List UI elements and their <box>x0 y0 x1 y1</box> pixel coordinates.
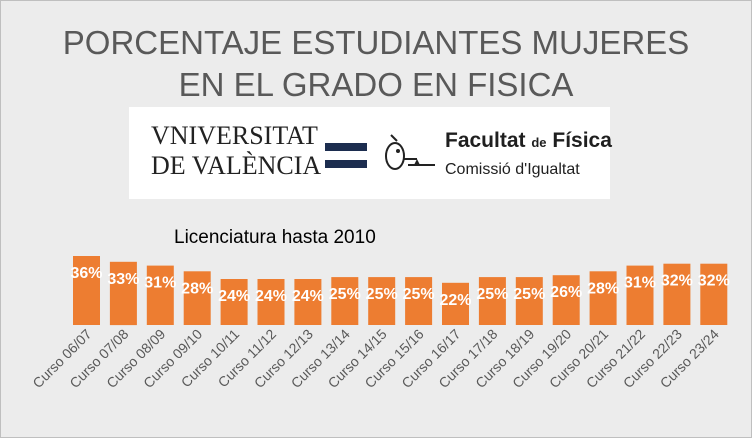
bar-6 <box>257 279 285 325</box>
bar-13 <box>515 277 543 325</box>
bar-value-label-17: 32% <box>661 273 693 290</box>
bar-18 <box>700 263 728 325</box>
bar-value-label-18: 32% <box>698 273 730 290</box>
bar-value-label-10: 25% <box>403 286 435 303</box>
bar-value-label-9: 25% <box>366 286 398 303</box>
bar-5 <box>220 279 248 325</box>
bar-1 <box>73 256 100 325</box>
bar-8 <box>331 277 359 325</box>
bar-value-label-12: 25% <box>476 286 508 303</box>
bar-value-label-5: 24% <box>218 288 250 305</box>
bar-value-label-4: 28% <box>181 280 213 297</box>
faculty-connector: de <box>531 135 547 150</box>
university-name-line-2: DE VALÈNCIA <box>151 151 322 180</box>
bar-14 <box>552 275 580 325</box>
bar-value-label-3: 31% <box>144 275 176 292</box>
faculty-figure-icon <box>385 134 435 170</box>
faculty-subject: Física <box>552 129 612 152</box>
faculty-name-word: Facultat <box>445 129 526 152</box>
bar-value-label-15: 28% <box>587 280 619 297</box>
bar-value-label-7: 24% <box>292 288 324 305</box>
bar-9 <box>368 277 396 325</box>
bar-value-label-1: 36% <box>70 265 102 282</box>
bar-value-label-13: 25% <box>513 286 545 303</box>
bar-17 <box>663 263 691 325</box>
bar-3 <box>146 265 174 325</box>
bar-4 <box>183 271 211 325</box>
bar-10 <box>405 277 433 325</box>
chart-title-line-1: PORCENTAJE ESTUDIANTES MUJERES <box>62 24 690 61</box>
bar-value-label-16: 31% <box>624 275 656 292</box>
chart-subtitle: Licenciatura hasta 2010 <box>174 227 376 248</box>
bar-value-label-8: 25% <box>329 286 361 303</box>
bar-12 <box>478 277 506 325</box>
bar-value-label-6: 24% <box>255 288 287 305</box>
bar-7 <box>294 279 322 325</box>
bar-15 <box>589 271 617 325</box>
bar-2 <box>109 261 137 326</box>
bar-value-label-2: 33% <box>107 271 139 288</box>
chart-title-line-2: EN EL GRADO EN FISICA <box>178 66 574 103</box>
bar-11 <box>442 282 469 325</box>
bar-16 <box>626 265 654 325</box>
equality-commission-name: Comissió d'Igualtat <box>445 161 580 178</box>
logo-panel: VNIVERSITAT DE VALÈNCIA Facultat de Físi… <box>129 107 612 199</box>
bar-value-label-14: 26% <box>550 284 582 301</box>
university-name-line-1: VNIVERSITAT <box>151 121 318 150</box>
bar-value-label-11: 22% <box>439 292 471 309</box>
equals-icon <box>325 143 367 168</box>
faculty-name: Facultat de Física <box>445 129 612 153</box>
